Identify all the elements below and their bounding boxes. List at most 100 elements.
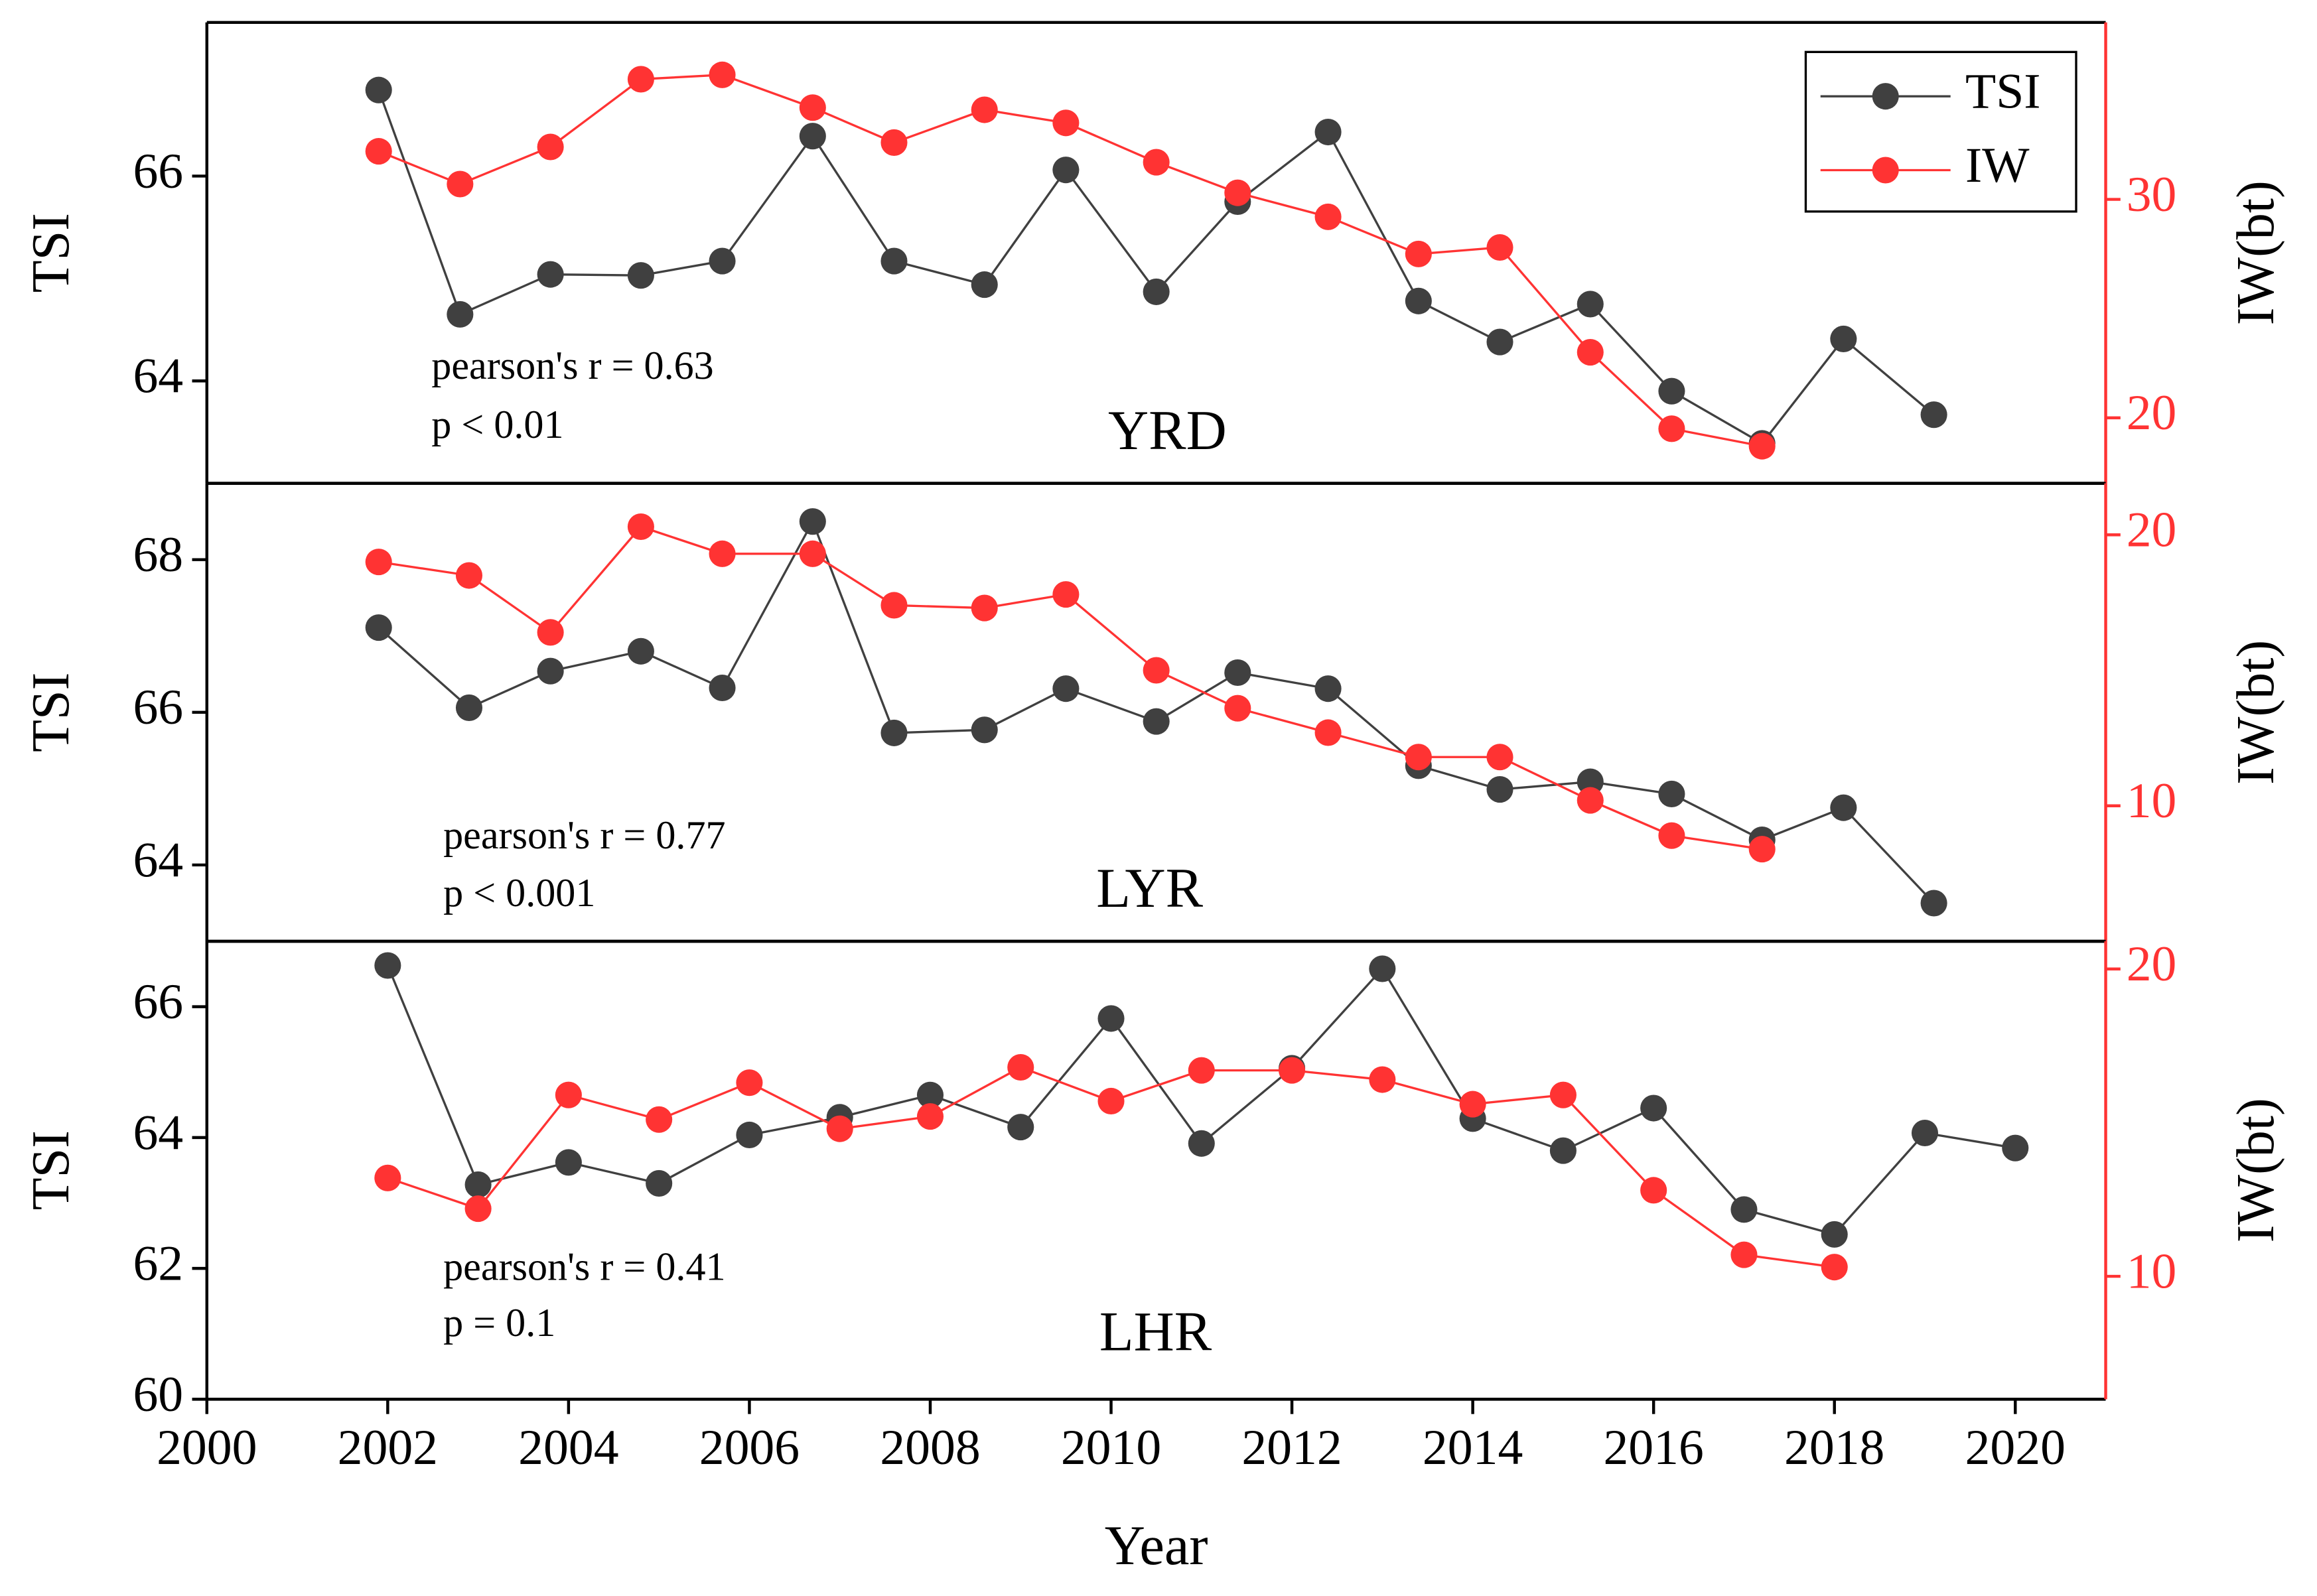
marker: [1007, 1114, 1034, 1141]
marker: [1314, 675, 1342, 702]
marker: [627, 637, 654, 665]
y-axis-label: TSI: [22, 213, 80, 293]
marker: [1640, 1177, 1667, 1204]
marker: [1486, 328, 1513, 356]
marker: [1314, 203, 1342, 230]
marker: [1405, 744, 1432, 771]
marker: [537, 619, 564, 646]
marker: [365, 76, 392, 103]
marker: [1279, 1057, 1306, 1084]
legend-label: IW: [1965, 138, 2030, 193]
marker: [365, 614, 392, 641]
y-tick-label: 66: [133, 144, 183, 199]
y-axis-label: TSI: [22, 1130, 80, 1210]
marker: [709, 61, 736, 88]
marker: [1577, 339, 1604, 366]
y-tick-label: 64: [133, 1105, 183, 1160]
marker: [1052, 109, 1080, 137]
legend-label: TSI: [1965, 64, 2041, 119]
marker: [1640, 1095, 1667, 1122]
x-tick-label: 2016: [1603, 1420, 1703, 1475]
marker: [374, 1164, 401, 1191]
marker: [1224, 179, 1251, 206]
series-line: [378, 90, 1935, 445]
marker: [1577, 787, 1604, 814]
marker: [1143, 149, 1170, 176]
marker: [1224, 659, 1251, 687]
marker: [455, 562, 483, 589]
y2-tick-label: 10: [2127, 773, 2177, 829]
marker: [1143, 657, 1170, 684]
legend-marker: [1872, 157, 1899, 184]
y-tick-label: 62: [133, 1236, 183, 1292]
marker: [709, 674, 736, 702]
marker: [1730, 1196, 1758, 1223]
marker: [799, 508, 826, 535]
marker: [971, 716, 998, 744]
marker: [971, 594, 998, 622]
marker: [1052, 581, 1080, 608]
marker: [555, 1149, 582, 1176]
annotation: p < 0.001: [443, 871, 595, 915]
marker: [799, 94, 826, 121]
marker: [1097, 1087, 1125, 1115]
panel-title: LHR: [1099, 1301, 1212, 1363]
marker: [1748, 836, 1776, 863]
marker: [1224, 695, 1251, 722]
legend-box: [1804, 50, 2077, 213]
y2-tick-label: 20: [2127, 503, 2177, 558]
x-tick-label: 2020: [1965, 1420, 2066, 1475]
y-tick-label: 60: [133, 1367, 183, 1422]
y-tick-label: 66: [133, 974, 183, 1030]
x-tick-label: 2006: [699, 1420, 800, 1475]
marker: [365, 138, 392, 165]
marker: [1188, 1130, 1215, 1157]
marker: [1830, 794, 1857, 821]
y2-tick-label: 30: [2127, 167, 2177, 222]
x-tick-label: 2000: [157, 1420, 257, 1475]
marker: [1821, 1221, 1848, 1248]
x-tick-label: 2004: [518, 1420, 618, 1475]
x-tick-label: 2002: [338, 1420, 438, 1475]
marker: [646, 1169, 673, 1197]
marker: [1748, 432, 1776, 460]
marker: [1549, 1137, 1577, 1164]
y2-tick-label: 20: [2127, 385, 2177, 440]
series-line: [386, 964, 2016, 1236]
marker: [1658, 377, 1685, 405]
y2-axis-label: IW(bt): [2227, 180, 2285, 325]
marker: [971, 96, 998, 123]
marker: [1658, 415, 1685, 442]
marker: [880, 129, 908, 156]
annotation: p < 0.01: [431, 403, 563, 447]
marker: [1097, 1005, 1125, 1032]
marker: [971, 271, 998, 299]
marker: [1730, 1241, 1758, 1268]
y-axis-label: TSI: [22, 673, 80, 752]
marker: [1577, 768, 1604, 795]
y2-axis-label: IW(bt): [2227, 640, 2285, 785]
marker: [627, 262, 654, 289]
annotation: pearson's r = 0.41: [443, 1244, 725, 1289]
marker: [1459, 1091, 1486, 1118]
marker: [880, 719, 908, 746]
marker: [627, 513, 654, 541]
marker: [1052, 157, 1080, 184]
marker: [646, 1106, 673, 1133]
marker: [709, 247, 736, 275]
y-tick-label: 66: [133, 680, 183, 735]
marker: [1577, 291, 1604, 318]
marker: [1486, 776, 1513, 803]
marker: [537, 261, 564, 288]
marker: [1821, 1254, 1848, 1281]
marker: [880, 592, 908, 619]
marker: [1658, 780, 1685, 807]
marker: [1143, 278, 1170, 305]
x-tick-label: 2014: [1423, 1420, 1523, 1475]
y-tick-label: 64: [133, 349, 183, 404]
marker: [464, 1195, 492, 1223]
marker: [1369, 955, 1396, 982]
marker: [1920, 401, 1947, 429]
